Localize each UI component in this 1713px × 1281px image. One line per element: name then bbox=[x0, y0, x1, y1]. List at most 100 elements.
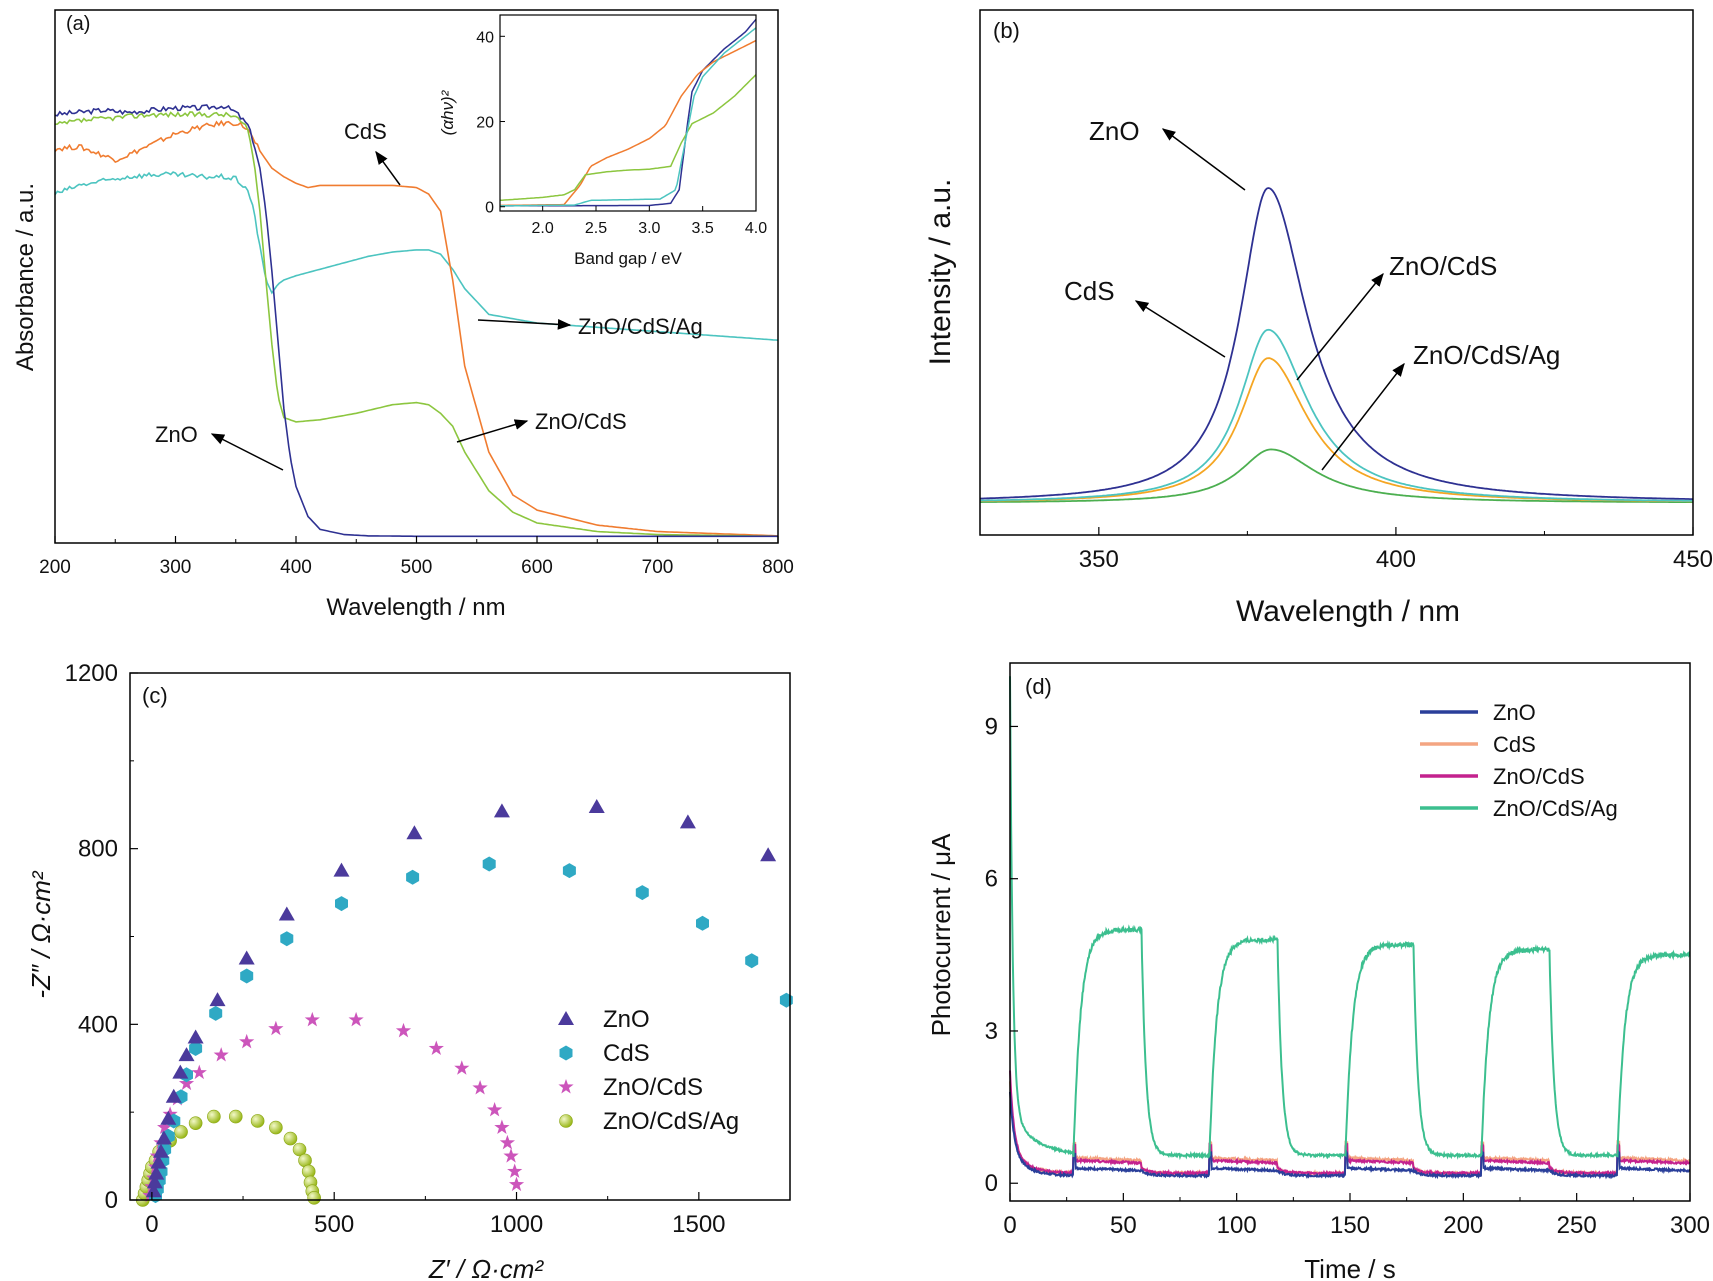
x-tick-label: 400 bbox=[1376, 546, 1416, 573]
x-tick-label: 300 bbox=[1670, 1212, 1710, 1239]
data-point-zno-cds bbox=[508, 1176, 525, 1192]
annotation-zno-a: ZnO bbox=[155, 422, 198, 447]
y-tick-label: 800 bbox=[78, 836, 118, 863]
data-point-zno-cds bbox=[304, 1011, 320, 1027]
arrow-cds-b bbox=[1134, 300, 1226, 358]
data-point-zno-cds bbox=[487, 1102, 503, 1117]
arrow-zno-a bbox=[210, 433, 284, 471]
data-point-zno-cds bbox=[348, 1011, 364, 1027]
panel-b-frame bbox=[979, 9, 1694, 536]
inset-x-tick-label: 4.0 bbox=[745, 220, 767, 237]
legend-label-zno-cds-ag: ZnO/CdS/Ag bbox=[603, 1108, 739, 1135]
inset-x-tick-label: 3.5 bbox=[692, 220, 714, 237]
data-point-zno-cds bbox=[268, 1020, 284, 1036]
y-tick-label: 9 bbox=[985, 713, 998, 740]
x-tick-label: 300 bbox=[160, 557, 192, 578]
x-tick-label: 400 bbox=[280, 557, 312, 578]
data-point-zno-cds bbox=[178, 1075, 195, 1091]
data-point-zno-cds bbox=[162, 1106, 178, 1121]
x-tick-label: 1000 bbox=[490, 1211, 543, 1238]
series-line-zno bbox=[1009, 1091, 1691, 1180]
inset-line-zno-cds bbox=[499, 74, 757, 202]
data-point-zno-cds-ag bbox=[250, 1114, 265, 1128]
data-point-zno-cds bbox=[395, 1022, 412, 1038]
data-point-zno-cds-ag bbox=[292, 1142, 307, 1157]
legend-label-zno-cds: ZnO/CdS bbox=[1493, 764, 1585, 789]
annotation-znocds-b: ZnO/CdS bbox=[1389, 251, 1497, 281]
data-point-cds bbox=[562, 863, 576, 879]
data-point-zno-cds bbox=[191, 1064, 207, 1080]
inset-y-tick-label: 40 bbox=[476, 29, 494, 46]
annotation-znocdsag-b: ZnO/CdS/Ag bbox=[1413, 340, 1560, 370]
data-point-zno-cds bbox=[454, 1060, 470, 1075]
panel-d-label: (d) bbox=[1025, 674, 1052, 699]
data-point-zno bbox=[152, 1143, 169, 1158]
panel-a-xlabel: Wavelength / nm bbox=[326, 594, 505, 621]
series-line-zno-cds-ag bbox=[980, 448, 1694, 504]
panel-b: (b) 350 400 450 Wavelength / nm Intensity … bbox=[924, 9, 1713, 628]
data-point-zno-cds bbox=[213, 1047, 229, 1062]
x-tick-label: 1500 bbox=[672, 1211, 725, 1238]
panel-b-xlabel: Wavelength / nm bbox=[1236, 595, 1460, 628]
panel-c-xlabel: Z′ / Ω·cm² bbox=[428, 1254, 545, 1281]
data-point-cds bbox=[240, 968, 254, 984]
data-point-zno-cds bbox=[428, 1040, 444, 1055]
inset-xlabel: Band gap / eV bbox=[574, 249, 682, 268]
data-point-zno bbox=[209, 992, 226, 1007]
data-point-zno bbox=[160, 1110, 177, 1125]
y-tick-label: 1200 bbox=[65, 660, 118, 687]
arrow-znocds-a bbox=[456, 419, 529, 443]
legend-label-zno-cds: ZnO/CdS bbox=[603, 1074, 703, 1101]
data-point-zno-cds bbox=[494, 1119, 510, 1134]
legend-marker-cds bbox=[559, 1045, 573, 1061]
x-tick-label: 200 bbox=[39, 557, 71, 578]
panel-a-ylabel: Absorbance / a.u. bbox=[12, 183, 39, 371]
data-point-zno bbox=[238, 950, 255, 965]
series-line-zno-cds bbox=[979, 357, 1693, 503]
arrow-znocdsag-b bbox=[1321, 362, 1405, 471]
panel-b-label: (b) bbox=[993, 18, 1020, 43]
x-tick-label: 50 bbox=[1110, 1212, 1137, 1239]
legend-marker-zno-cds bbox=[558, 1079, 574, 1094]
data-point-zno bbox=[333, 862, 350, 877]
x-tick-label: 0 bbox=[145, 1211, 158, 1238]
series-line-zno bbox=[979, 187, 1693, 500]
panel-a: (a) 200 300 400 500 600 700 800 Wavelength / n… bbox=[12, 9, 794, 621]
inset-y-tick-label: 20 bbox=[476, 115, 494, 132]
data-point-cds bbox=[189, 1041, 203, 1056]
panel-c-label: (c) bbox=[142, 683, 168, 708]
inset-ylabel: (αhν)² bbox=[438, 89, 457, 135]
data-point-zno-cds-ag bbox=[207, 1109, 221, 1124]
panel-c-frame bbox=[129, 672, 791, 1201]
annotation-cds-a: CdS bbox=[344, 119, 387, 144]
data-point-zno-cds-ag bbox=[174, 1125, 188, 1139]
panel-c: (c) 0 500 1000 1500 0 400 800 1200 Z′ / Ω·cm² -… bbox=[26, 660, 793, 1281]
data-point-zno-cds-ag bbox=[269, 1120, 283, 1135]
x-tick-label: 500 bbox=[314, 1211, 354, 1238]
legend-label-zno-cds-ag: ZnO/CdS/Ag bbox=[1493, 796, 1618, 821]
legend-label-cds: CdS bbox=[603, 1040, 650, 1067]
legend-label-cds: CdS bbox=[1493, 732, 1536, 757]
panel-a-frame bbox=[54, 9, 779, 544]
panel-d: (d) 0 50 100 150 200 250 300 0 3 6 9 Time / s Phot… bbox=[926, 662, 1710, 1281]
panel-b-ylabel: Intensity / a.u. bbox=[924, 179, 957, 366]
data-point-zno bbox=[588, 798, 605, 813]
data-point-zno bbox=[760, 847, 777, 862]
data-point-zno bbox=[493, 803, 510, 818]
inset-line-zno bbox=[500, 18, 757, 207]
x-tick-label: 0 bbox=[1003, 1212, 1016, 1239]
data-point-cds bbox=[696, 915, 709, 931]
x-tick-label: 500 bbox=[401, 557, 433, 578]
data-point-zno-cds-ag bbox=[307, 1191, 321, 1205]
inset-y-tick-label: 0 bbox=[485, 200, 494, 217]
legend-marker-zno bbox=[558, 1011, 574, 1025]
data-point-cds bbox=[745, 953, 759, 969]
data-point-cds bbox=[209, 1005, 223, 1021]
x-tick-label: 250 bbox=[1557, 1212, 1597, 1239]
arrow-znocds-b bbox=[1296, 272, 1384, 381]
panel-d-frame bbox=[1009, 662, 1691, 1202]
panel-a-label: (a) bbox=[66, 13, 90, 35]
x-tick-label: 700 bbox=[642, 557, 674, 578]
data-point-zno-cds bbox=[499, 1134, 515, 1150]
data-point-zno bbox=[145, 1183, 162, 1198]
